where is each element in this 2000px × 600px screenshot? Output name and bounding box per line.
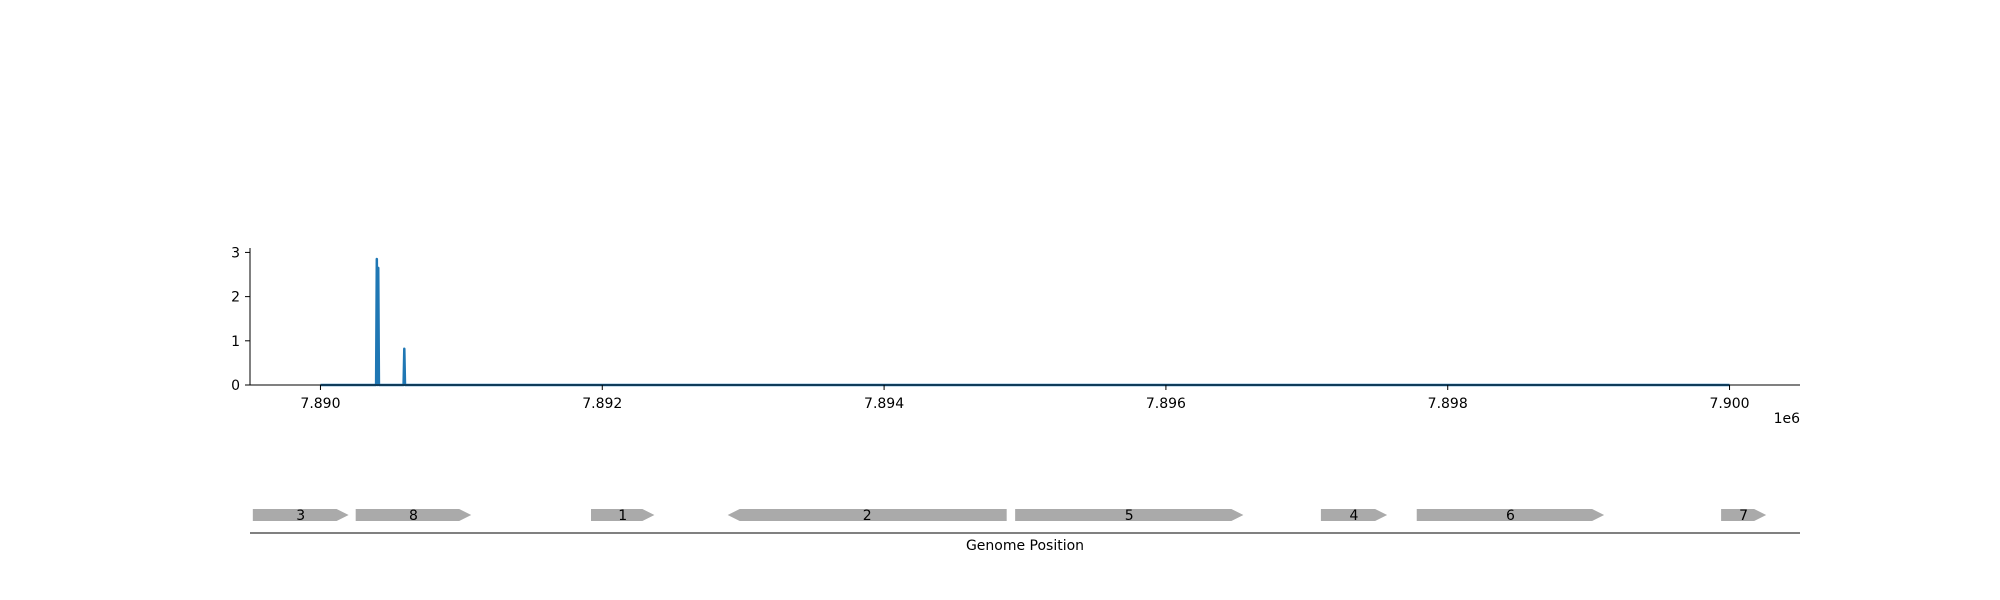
gene-arrow	[1015, 509, 1244, 521]
gene-label: 2	[863, 508, 872, 524]
x-tick-label: 7.900	[1709, 396, 1749, 412]
x-ticks: 7.890 7.892 7.894 7.896 7.898 7.900	[300, 385, 1750, 412]
gene-arrow	[1416, 509, 1605, 521]
y-tick-label: 0	[231, 378, 240, 394]
gene-label: 4	[1350, 508, 1359, 524]
gene-label: 8	[409, 508, 418, 524]
gene-arrow	[1721, 509, 1767, 521]
coverage-plot: 7.890 7.892 7.894 7.896 7.898 7.900 0 1 2 3 1e6	[231, 245, 1800, 427]
gene-label: 6	[1506, 508, 1515, 524]
y-tick-label: 3	[231, 245, 240, 261]
gene-arrow	[591, 509, 655, 521]
gene-arrow	[355, 509, 472, 521]
gene-arrows: 3 8 1 2 5 4 6 7	[252, 508, 1767, 524]
gene-label: 7	[1739, 508, 1748, 524]
gene-arrow	[252, 509, 349, 521]
coverage-line-layer	[320, 257, 1730, 387]
x-tick-label: 7.892	[582, 396, 622, 412]
x-tick-label: 7.898	[1428, 396, 1468, 412]
coverage-series-line	[320, 257, 1730, 387]
gene-track: 3 8 1 2 5 4 6 7 Genome Position	[250, 508, 1800, 554]
gene-arrow	[727, 509, 1007, 521]
x-offset-text: 1e6	[1774, 411, 1801, 427]
gene-track-xlabel: Genome Position	[966, 538, 1084, 554]
x-tick-label: 7.890	[300, 396, 340, 412]
gene-label: 1	[618, 508, 627, 524]
x-tick-label: 7.894	[864, 396, 904, 412]
gene-arrow	[1320, 509, 1388, 521]
gene-label: 5	[1125, 508, 1134, 524]
y-tick-label: 2	[231, 290, 240, 306]
y-ticks: 0 1 2 3	[231, 245, 250, 394]
gene-label: 3	[296, 508, 305, 524]
x-tick-label: 7.896	[1146, 396, 1186, 412]
y-tick-label: 1	[231, 334, 240, 350]
